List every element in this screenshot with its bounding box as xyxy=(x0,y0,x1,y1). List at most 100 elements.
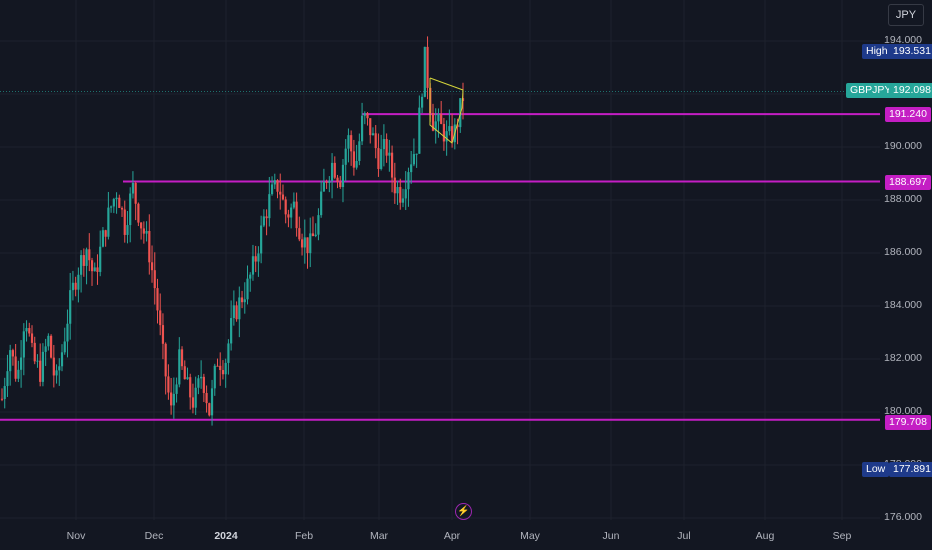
candle-body xyxy=(336,177,339,183)
candle-body xyxy=(194,387,197,408)
candle-body xyxy=(270,184,274,195)
candle-body xyxy=(407,172,410,190)
candlestick-series xyxy=(0,36,465,426)
candle-body xyxy=(396,187,399,194)
candle-body xyxy=(431,113,435,131)
candle-body xyxy=(88,249,91,261)
candle-body xyxy=(358,141,361,161)
candle-body xyxy=(276,180,279,192)
candle-body xyxy=(172,393,175,406)
candle-body xyxy=(41,351,45,382)
candle-body xyxy=(423,46,426,97)
candle-body xyxy=(183,366,186,380)
candle-body xyxy=(69,290,72,324)
candle-body xyxy=(71,282,75,291)
candle-body xyxy=(39,360,42,382)
candle-body xyxy=(210,388,214,416)
candle-body xyxy=(268,194,271,219)
chart-grid xyxy=(0,0,880,520)
candle-body xyxy=(254,256,257,262)
candle-body xyxy=(279,191,282,195)
candle-body xyxy=(371,133,375,136)
candle-body xyxy=(22,331,25,358)
candle-body xyxy=(99,246,102,272)
candle-body xyxy=(380,149,383,169)
candle-body xyxy=(28,328,31,334)
candle-body xyxy=(260,225,263,254)
candle-body xyxy=(189,377,192,398)
candle-body xyxy=(175,384,178,394)
level-188-tag: 188.697 xyxy=(885,175,931,190)
high-value-tag: 193.531 xyxy=(889,44,932,59)
support-resistance-levels xyxy=(0,113,880,421)
candle-body xyxy=(232,305,235,319)
y-tick-label: 184.000 xyxy=(884,299,922,311)
candle-body xyxy=(238,297,241,320)
candle-body xyxy=(36,360,39,362)
level-191-tag: 191.240 xyxy=(885,107,931,122)
candle-body xyxy=(74,282,77,290)
candle-body xyxy=(11,350,15,357)
candle-body xyxy=(249,274,252,279)
candle-body xyxy=(77,274,80,290)
candle-body xyxy=(126,225,129,235)
candle-body xyxy=(66,323,69,342)
candle-body xyxy=(161,325,165,344)
candle-body xyxy=(25,328,28,332)
candle-body xyxy=(333,162,336,178)
high-label-tag: High xyxy=(862,44,892,59)
candle-body xyxy=(262,216,265,226)
candle-body xyxy=(230,318,233,344)
candle-body xyxy=(3,386,6,399)
candle-body xyxy=(58,366,61,371)
candle-body xyxy=(360,115,364,142)
candle-body xyxy=(131,183,135,194)
candle-body xyxy=(227,343,230,363)
low-label-tag: Low xyxy=(862,462,890,477)
candle-body xyxy=(104,230,107,237)
candle-body xyxy=(90,260,94,272)
candle-body xyxy=(355,160,358,168)
candle-body xyxy=(445,131,448,142)
candle-body xyxy=(311,233,315,236)
candle-body xyxy=(363,113,366,116)
candle-body xyxy=(257,253,260,262)
candle-body xyxy=(137,203,140,223)
candle-body xyxy=(292,201,295,208)
currency-selector-button[interactable]: JPY xyxy=(888,4,924,26)
candle-body xyxy=(347,135,350,149)
level-179-tag: 179.708 xyxy=(885,415,931,430)
flash-icon[interactable]: ⚡ xyxy=(455,503,472,520)
candle-body xyxy=(140,222,143,229)
candle-body xyxy=(243,299,246,303)
candle-body xyxy=(82,255,85,266)
candle-body xyxy=(33,342,36,362)
candle-body xyxy=(96,267,99,272)
candle-body xyxy=(180,349,184,367)
y-tick-label: 194.000 xyxy=(884,34,922,46)
candle-body xyxy=(63,341,66,353)
candle-body xyxy=(456,124,459,128)
candle-body xyxy=(120,207,124,210)
candle-body xyxy=(298,228,301,240)
candle-body xyxy=(159,310,162,326)
candle-body xyxy=(418,107,421,154)
candle-body xyxy=(393,177,396,194)
candle-body xyxy=(341,164,345,188)
candle-body xyxy=(123,209,126,235)
x-tick-label: Nov xyxy=(66,530,86,542)
candle-body xyxy=(129,193,132,226)
candle-body xyxy=(17,369,20,379)
candle-body xyxy=(80,255,83,275)
candle-body xyxy=(101,230,105,247)
candle-body xyxy=(197,378,200,388)
x-tick-label: Jul xyxy=(677,530,691,542)
candle-body xyxy=(309,233,312,254)
candle-body xyxy=(388,152,391,156)
candle-body xyxy=(30,333,34,343)
candle-body xyxy=(235,305,238,320)
candle-body xyxy=(216,365,219,367)
candle-body xyxy=(410,164,413,173)
y-tick-label: 176.000 xyxy=(884,511,922,523)
